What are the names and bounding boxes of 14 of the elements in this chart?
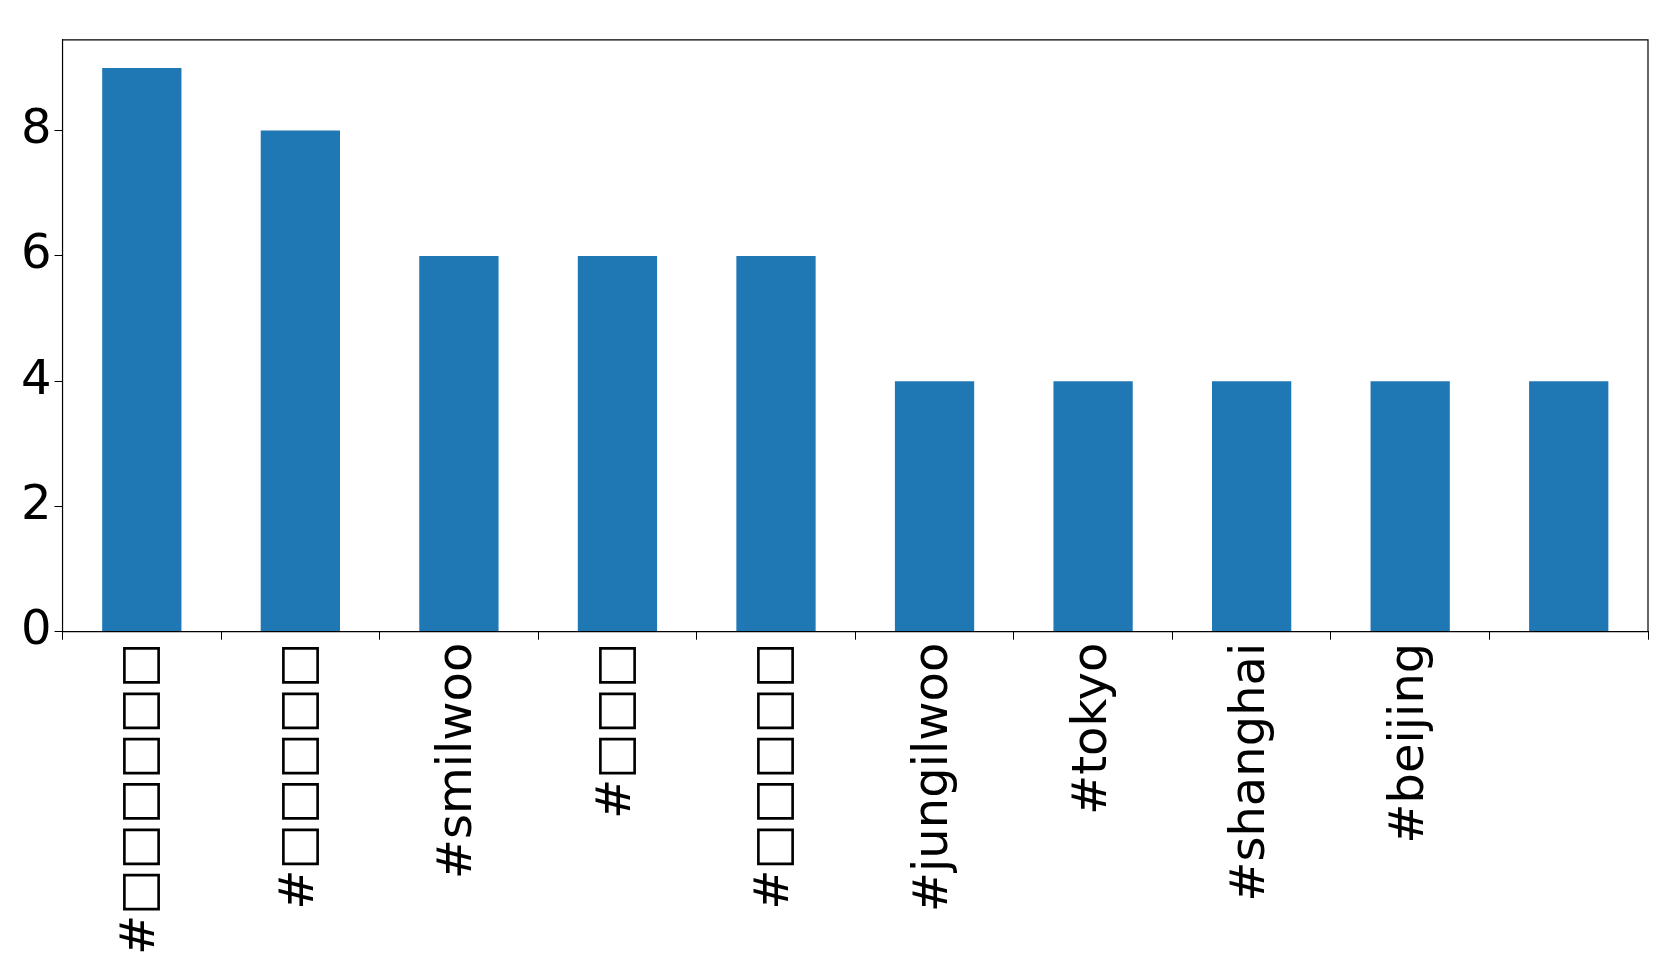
y-tick-label: 0 [20, 599, 52, 656]
y-tick-label: 6 [20, 223, 52, 280]
x-tick-label: #□□□ [584, 642, 641, 819]
x-tick-label: #smilwoo [426, 642, 483, 880]
y-tick-label: 4 [20, 348, 52, 405]
x-tick-label: #shanghai [1219, 642, 1276, 902]
y-tick-label: 8 [20, 98, 52, 155]
x-tick-label: #□□□□□□ [109, 642, 166, 955]
x-tick-label: #□□□□□ [267, 642, 324, 910]
x-tick-label: #jungilwoo [902, 642, 959, 913]
x-tick-label: #□□□□□ [743, 642, 800, 910]
x-tick-label: #beijing [1377, 642, 1434, 844]
x-tick-label: #tokyo [1060, 642, 1117, 815]
y-tick-label: 2 [20, 473, 52, 530]
